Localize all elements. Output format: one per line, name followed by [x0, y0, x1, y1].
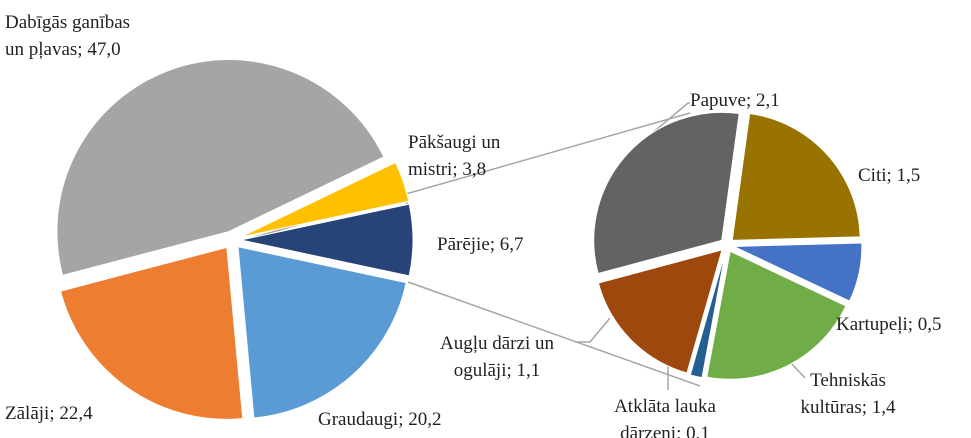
- pie-slice: [689, 251, 726, 379]
- data-label: Graudaugi; 20,2: [318, 409, 441, 430]
- label-separator: ;: [862, 397, 872, 418]
- data-label: Dabīgās ganības: [5, 12, 130, 33]
- data-label: Augļu dārzi un: [440, 333, 554, 354]
- label-value: 3,8: [462, 159, 486, 180]
- label-value: 22,4: [59, 403, 93, 424]
- label-separator: ;: [908, 314, 918, 335]
- label-value: 2,1: [756, 90, 780, 111]
- pie-slice: [593, 111, 740, 275]
- data-label: Citi; 1,5: [858, 165, 920, 186]
- data-label: Atklāta lauka: [614, 396, 716, 417]
- label-category: Graudaugi: [318, 409, 398, 430]
- pie-slice: [56, 59, 385, 276]
- label-category: Atklāta lauka: [614, 396, 716, 417]
- data-label: Pākšaugi un: [408, 132, 501, 153]
- label-value: 1,5: [897, 165, 921, 186]
- label-value: 20,2: [408, 409, 441, 430]
- label-value: 1,1: [517, 360, 541, 381]
- label-separator: ;: [490, 234, 500, 255]
- pie-slice: [59, 246, 244, 420]
- label-category: Papuve: [690, 90, 746, 111]
- label-category: Pākšaugi un: [408, 132, 501, 153]
- data-label: Papuve; 2,1: [690, 90, 780, 111]
- label-value: 1,4: [872, 397, 896, 418]
- leader-line: [789, 361, 806, 379]
- leader-line: [649, 102, 690, 136]
- label-category: Citi: [858, 165, 887, 186]
- label-separator: ;: [398, 409, 408, 430]
- leader-line: [575, 317, 611, 343]
- label-category: kultūras: [801, 397, 862, 418]
- label-separator: ;: [676, 423, 686, 438]
- label-value: 6,7: [500, 234, 524, 255]
- data-label: dārzeni; 0,1: [620, 423, 710, 438]
- label-category: Augļu dārzi un: [440, 333, 554, 354]
- data-label: mistri; 3,8: [408, 159, 486, 180]
- label-category: Pārējie: [437, 234, 490, 255]
- label-separator: ;: [452, 159, 462, 180]
- label-value: 0,1: [686, 423, 710, 438]
- label-value: 47,0: [87, 39, 120, 60]
- data-label: un pļavas; 47,0: [5, 39, 121, 60]
- label-separator: ;: [507, 360, 517, 381]
- data-label: Tehniskās: [810, 370, 886, 391]
- pie-slice: [706, 250, 847, 380]
- data-label: Zālāji; 22,4: [5, 403, 93, 424]
- pie-slice: [731, 112, 861, 241]
- data-label: Kartupeļi; 0,5: [836, 314, 942, 335]
- pie-slice: [733, 242, 863, 302]
- label-category: dārzeni: [620, 423, 676, 438]
- pie-slice: [237, 246, 407, 419]
- label-category: Zālāji: [5, 403, 49, 424]
- label-value: 0,5: [918, 314, 942, 335]
- label-category: Kartupeļi: [836, 314, 908, 335]
- pie-slice: [240, 203, 414, 277]
- label-category: ogulāji: [454, 360, 507, 381]
- label-category: Tehniskās: [810, 370, 886, 391]
- label-separator: ;: [887, 165, 897, 186]
- label-category: un pļavas: [5, 39, 77, 60]
- data-label: ogulāji; 1,1: [454, 360, 541, 381]
- label-category: Dabīgās ganības: [5, 12, 130, 33]
- connector-line: [407, 281, 701, 387]
- label-category: mistri: [408, 159, 452, 180]
- pie-slice: [240, 161, 410, 238]
- label-separator: ;: [49, 403, 59, 424]
- data-label: Pārējie; 6,7: [437, 234, 524, 255]
- data-label: kultūras; 1,4: [801, 397, 897, 418]
- pie-slice: [597, 249, 723, 374]
- label-separator: ;: [77, 39, 87, 60]
- label-separator: ;: [746, 90, 756, 111]
